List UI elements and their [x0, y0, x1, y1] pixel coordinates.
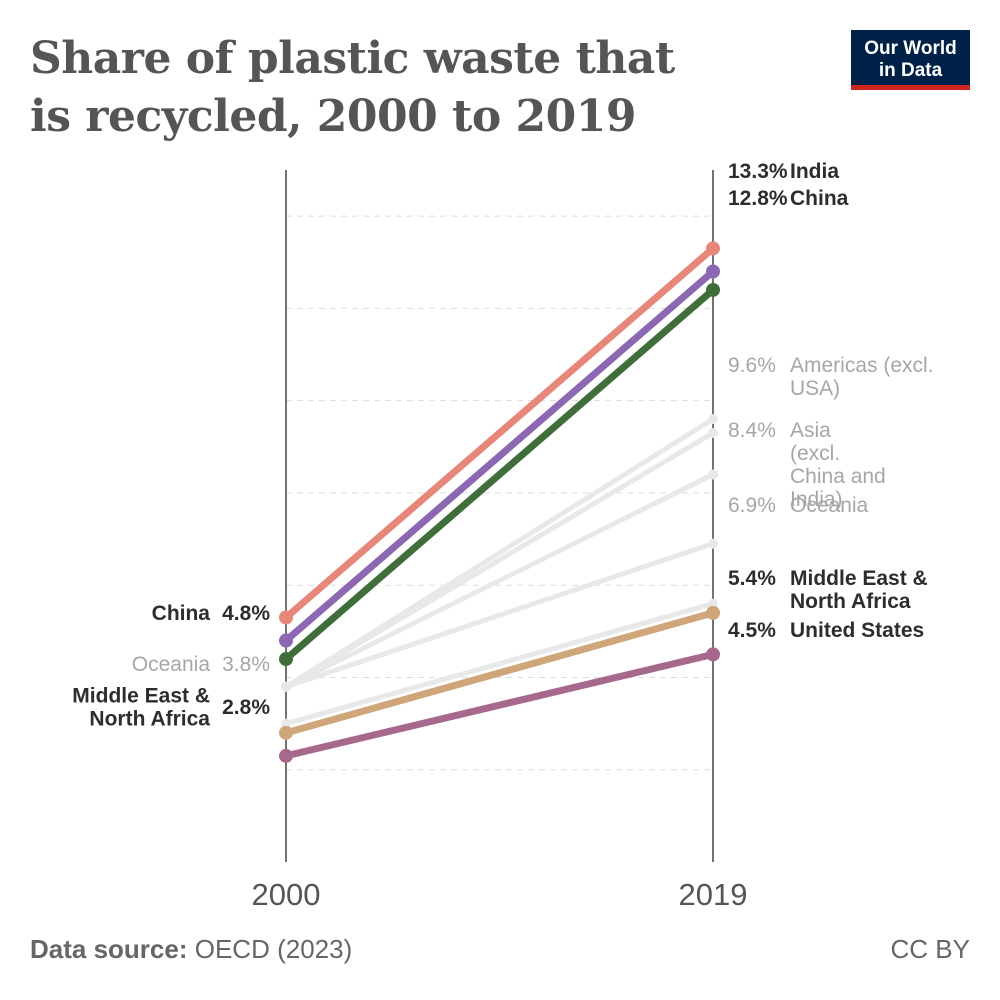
- end-series-label-india: India: [790, 160, 839, 183]
- license-label[interactable]: CC BY: [890, 934, 970, 964]
- point-2019-united-states: [706, 647, 720, 662]
- x-tick-label: 2019: [679, 877, 748, 912]
- series-line-middle-east-north-africa: [282, 609, 717, 737]
- series-line-asia-excl-china-and-india: [283, 471, 716, 690]
- point-2000-unlabeled: [281, 718, 291, 729]
- point-2000-middle-east-north-africa: [279, 725, 293, 740]
- point-2019-unlabeled: [706, 282, 720, 297]
- point-2019-china: [706, 264, 720, 279]
- end-value-label-china: 12.8%: [728, 187, 788, 210]
- start-series-label-china: China: [152, 602, 211, 625]
- start-value-label-oceania: 3.8%: [222, 653, 270, 676]
- end-value-label-oceania: 6.9%: [728, 494, 776, 517]
- end-series-label-united-states: United States: [790, 619, 924, 642]
- point-2019-oceania: [708, 538, 718, 549]
- end-series-label-china: China: [790, 187, 849, 210]
- point-2000-oceania: [281, 681, 291, 692]
- end-value-label-united-states: 4.5%: [728, 619, 776, 642]
- point-2000-india: [279, 610, 293, 625]
- point-2019-india: [706, 241, 720, 256]
- start-value-label-china: 4.8%: [222, 602, 270, 625]
- series-line-united-states: [282, 650, 717, 760]
- end-series-label-americas-excl-usa: Americas (excl. USA): [790, 354, 934, 400]
- end-value-label-americas-excl-usa: 9.6%: [728, 354, 776, 377]
- end-series-label-oceania: Oceania: [790, 494, 869, 517]
- series-line-india: [282, 244, 717, 621]
- point-2019-unlabeled: [708, 598, 718, 609]
- point-2019-asia-excl-china-and-india: [708, 469, 718, 480]
- series-line-unlabeled: [283, 601, 716, 727]
- start-series-label-middle-east-north-africa: Middle East & North Africa: [72, 685, 210, 731]
- point-2000-china: [279, 633, 293, 648]
- data-source-label: Data source:: [30, 934, 188, 964]
- end-series-label-middle-east-north-africa: Middle East & North Africa: [790, 567, 928, 613]
- point-2019-middle-east-north-africa: [706, 605, 720, 620]
- series-line-oceania: [283, 541, 716, 690]
- chart-title: Share of plastic waste that is recycled,…: [30, 33, 675, 142]
- start-value-label-middle-east-north-africa: 2.8%: [222, 696, 270, 719]
- data-source: Data source: OECD (2023): [30, 934, 352, 965]
- start-series-label-oceania: Oceania: [132, 653, 211, 676]
- end-value-label-india: 13.3%: [728, 160, 788, 183]
- point-2019-unlabeled: [708, 427, 718, 438]
- series-line-unlabeled: [282, 286, 717, 663]
- point-2000-united-states: [279, 748, 293, 763]
- point-2019-americas-excl-usa: [708, 414, 718, 425]
- x-tick-label: 2000: [252, 877, 321, 912]
- point-2000-unlabeled: [279, 652, 293, 667]
- end-series-label-asia-excl-china-and-india: Asia (excl. China and India): [790, 419, 886, 511]
- series-line-china: [282, 267, 717, 645]
- end-value-label-middle-east-north-africa: 5.4%: [728, 567, 776, 590]
- end-value-label-asia-excl-china-and-india: 8.4%: [728, 419, 776, 442]
- logo-line-1: Our World: [864, 38, 957, 59]
- data-source-value[interactable]: OECD (2023): [194, 934, 353, 964]
- owid-logo[interactable]: Our World in Data: [851, 30, 970, 90]
- logo-line-2: in Data: [878, 60, 943, 81]
- series-line-unlabeled: [283, 430, 716, 690]
